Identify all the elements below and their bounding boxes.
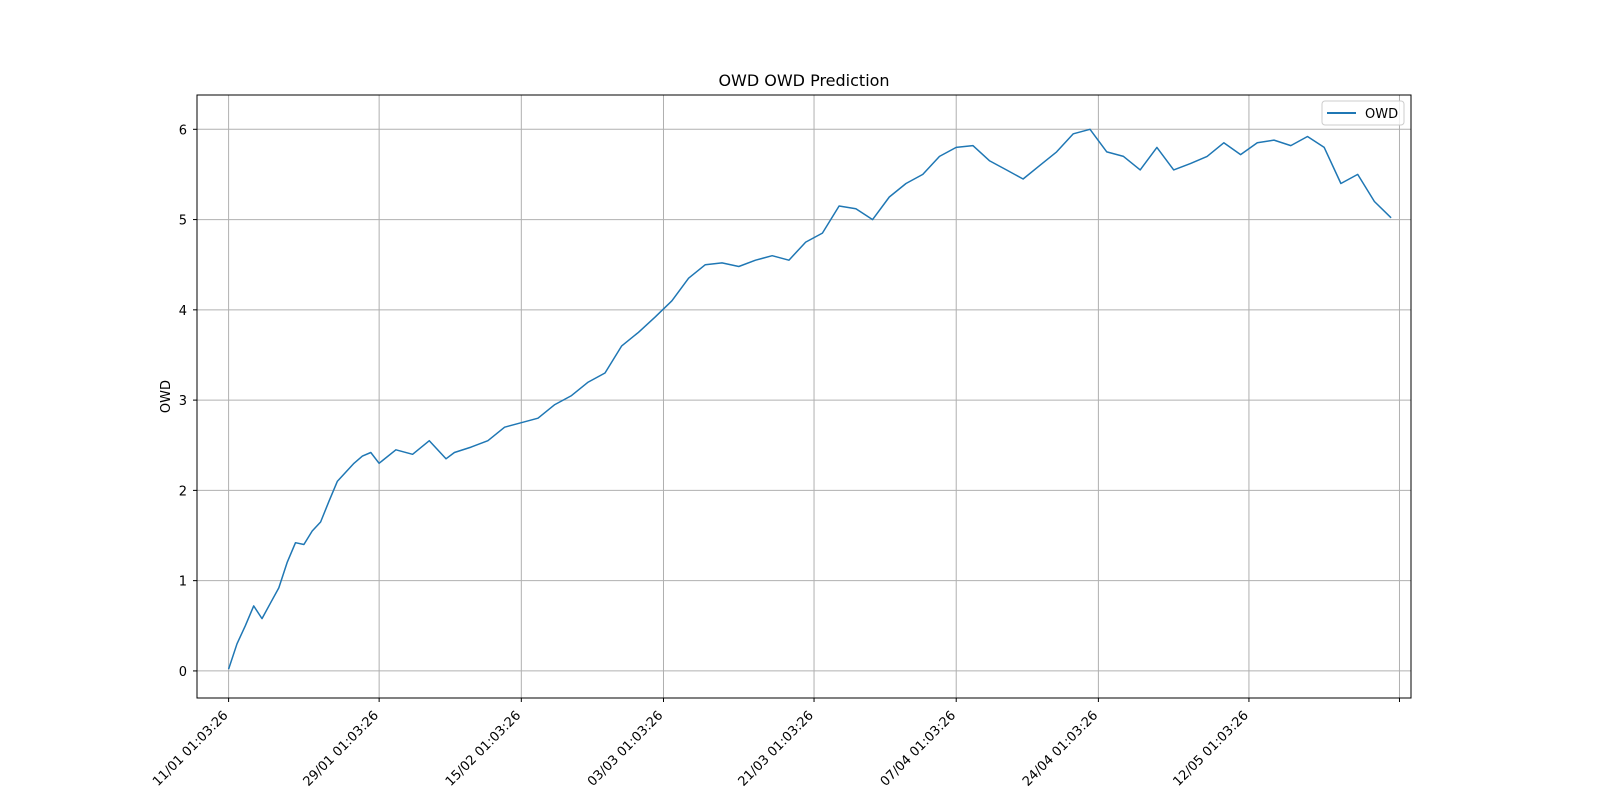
y-tick-label: 5 (179, 214, 187, 229)
y-axis-label: OWD (159, 380, 174, 413)
y-tick-label: 4 (179, 304, 187, 319)
series-line-owd (227, 128, 1392, 670)
legend: OWD (1321, 100, 1405, 126)
grid (197, 95, 1411, 698)
y-tick-label: 3 (179, 394, 187, 409)
series-layer (227, 128, 1392, 670)
y-tick-label: 2 (179, 484, 187, 499)
y-tick-label: 0 (179, 665, 187, 680)
legend-box (1321, 100, 1405, 126)
axes-frame (196, 94, 1412, 699)
y-tick-label: 1 (179, 575, 187, 590)
legend-label: OWD (1365, 107, 1398, 122)
chart-title: OWD OWD Prediction (718, 71, 889, 90)
y-tick-label: 6 (179, 123, 187, 138)
